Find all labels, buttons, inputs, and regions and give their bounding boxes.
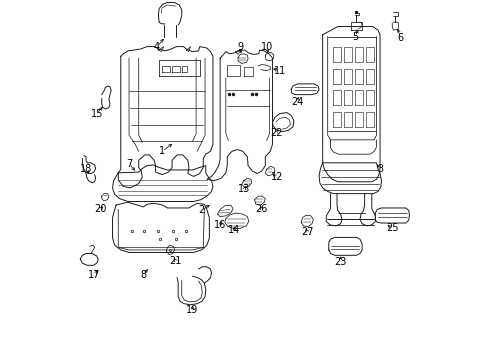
- Text: 11: 11: [273, 66, 285, 76]
- Text: 18: 18: [80, 164, 92, 174]
- Text: 25: 25: [385, 224, 398, 233]
- Text: 16: 16: [214, 220, 226, 230]
- Text: 8: 8: [140, 270, 146, 280]
- Text: 20: 20: [94, 204, 106, 215]
- Text: 15: 15: [90, 109, 103, 119]
- Text: 5: 5: [352, 32, 358, 41]
- Text: 6: 6: [397, 33, 403, 43]
- Text: 19: 19: [186, 305, 198, 315]
- Text: 9: 9: [237, 42, 243, 52]
- Text: 17: 17: [88, 270, 101, 280]
- Text: 1: 1: [159, 146, 165, 156]
- Text: 13: 13: [238, 184, 250, 194]
- Text: 4: 4: [153, 42, 160, 52]
- Text: 24: 24: [291, 97, 303, 107]
- Text: 26: 26: [255, 204, 267, 215]
- Text: 21: 21: [169, 256, 182, 266]
- Text: 12: 12: [270, 172, 283, 182]
- Text: 7: 7: [125, 159, 132, 169]
- Text: 14: 14: [228, 225, 240, 235]
- Text: 23: 23: [334, 257, 346, 267]
- Text: 22: 22: [269, 129, 282, 138]
- Text: 3: 3: [377, 164, 383, 174]
- Text: 10: 10: [260, 42, 272, 52]
- Text: 2: 2: [198, 206, 204, 216]
- Text: 27: 27: [301, 227, 313, 237]
